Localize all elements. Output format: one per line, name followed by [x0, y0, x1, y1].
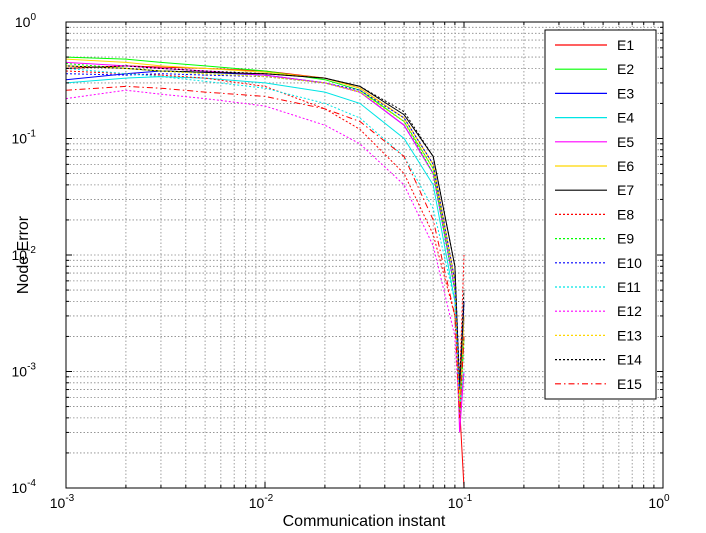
series-line-e15 — [65, 85, 465, 418]
x-axis-title: Communication instant — [283, 513, 446, 530]
y-axis-title: Node Error — [15, 215, 32, 294]
series-line-e10 — [65, 73, 465, 390]
series-line-e12 — [65, 89, 465, 418]
series-line-e8 — [65, 70, 465, 383]
legend-label-e12: E12 — [617, 303, 642, 319]
legend-label-e10: E10 — [617, 255, 642, 271]
legend-label-e6: E6 — [617, 158, 634, 174]
series-line-e14 — [65, 65, 465, 383]
series-line-e13 — [65, 65, 465, 407]
legend-label-e1: E1 — [617, 37, 634, 53]
legend-label-e11: E11 — [617, 279, 641, 295]
series-line-e11 — [65, 67, 465, 407]
series-group — [65, 56, 465, 489]
legend: E1 E2 E3 E4 E5 E6 E7 E8 E9 E10 E11 E12 E13 E14 E15 — [544, 29, 657, 400]
legend-label-e15: E15 — [617, 376, 642, 392]
legend-label-e4: E4 — [617, 110, 634, 126]
legend-label-e7: E7 — [617, 182, 634, 198]
legend-label-e2: E2 — [617, 61, 634, 77]
legend-label-e9: E9 — [617, 231, 634, 247]
legend-label-e5: E5 — [617, 134, 634, 150]
legend-label-e13: E13 — [617, 327, 642, 343]
legend-label-e8: E8 — [617, 206, 634, 222]
legend-label-e14: E14 — [617, 352, 642, 368]
legend-label-e3: E3 — [617, 85, 634, 101]
